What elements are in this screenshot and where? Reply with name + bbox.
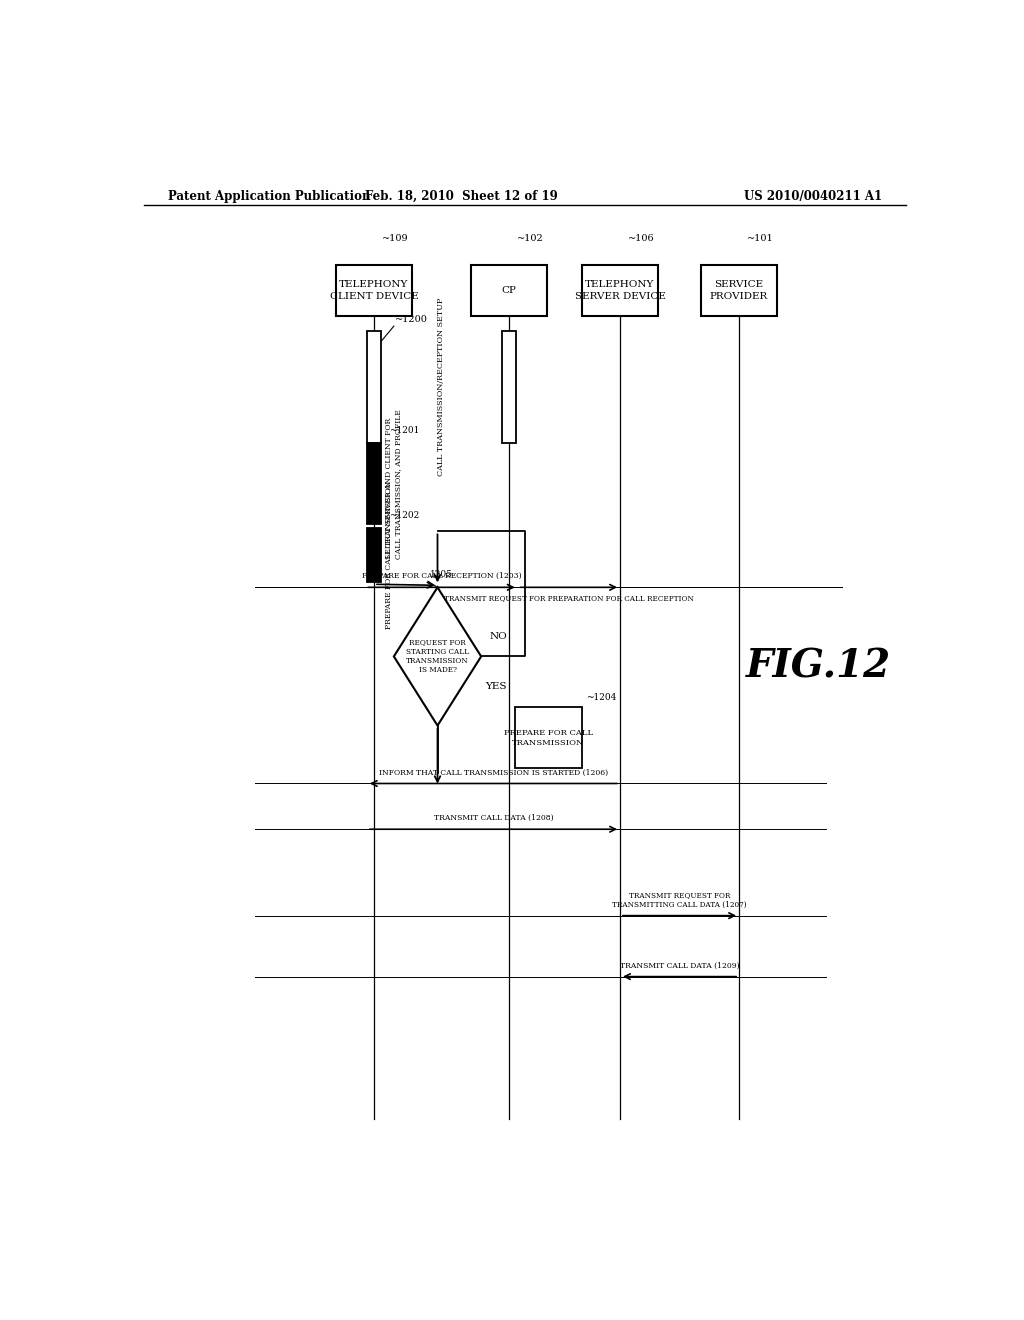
- FancyBboxPatch shape: [701, 265, 777, 315]
- Text: 1205: 1205: [430, 570, 453, 579]
- FancyBboxPatch shape: [583, 265, 657, 315]
- Text: FIG.12: FIG.12: [745, 648, 891, 685]
- Text: SERVICE
PROVIDER: SERVICE PROVIDER: [710, 280, 768, 301]
- Text: PREPARE FOR CALL TRANSMISSION: PREPARE FOR CALL TRANSMISSION: [385, 480, 393, 630]
- Text: PREPARE FOR CALL
TRANSMISSION: PREPARE FOR CALL TRANSMISSION: [504, 729, 593, 747]
- Text: ~109: ~109: [382, 234, 409, 243]
- Text: ~101: ~101: [748, 234, 774, 243]
- Text: TRANSMIT REQUEST FOR
TRANSMITTING CALL DATA (1207): TRANSMIT REQUEST FOR TRANSMITTING CALL D…: [612, 891, 746, 908]
- Text: YES: YES: [485, 682, 507, 692]
- Polygon shape: [394, 587, 481, 726]
- Text: CALL TRANSMISSION/RECEPTION SETUP: CALL TRANSMISSION/RECEPTION SETUP: [437, 298, 445, 477]
- Text: NO: NO: [489, 631, 507, 640]
- Text: ~1201: ~1201: [389, 426, 420, 434]
- Text: REQUEST FOR
STARTING CALL
TRANSMISSION
IS MADE?: REQUEST FOR STARTING CALL TRANSMISSION I…: [406, 639, 469, 675]
- FancyBboxPatch shape: [471, 265, 547, 315]
- Text: CP: CP: [502, 286, 516, 296]
- Text: SELECT SERVER AND CLIENT FOR
CALL TRANSMISSION, AND PROFILE: SELECT SERVER AND CLIENT FOR CALL TRANSM…: [385, 409, 402, 558]
- FancyBboxPatch shape: [515, 708, 583, 768]
- Text: TRANSMIT CALL DATA (1209): TRANSMIT CALL DATA (1209): [620, 961, 739, 969]
- FancyBboxPatch shape: [502, 331, 516, 444]
- Text: ~1202: ~1202: [389, 511, 420, 520]
- FancyBboxPatch shape: [336, 265, 412, 315]
- Text: TELEPHONY
CLIENT DEVICE: TELEPHONY CLIENT DEVICE: [330, 280, 419, 301]
- Text: TRANSMIT CALL DATA (1208): TRANSMIT CALL DATA (1208): [433, 814, 553, 822]
- Text: TRANSMIT REQUEST FOR PREPARATION FOR CALL RECEPTION: TRANSMIT REQUEST FOR PREPARATION FOR CAL…: [444, 594, 693, 602]
- Text: INFORM THAT CALL TRANSMISSION IS STARTED (1206): INFORM THAT CALL TRANSMISSION IS STARTED…: [379, 768, 608, 776]
- FancyBboxPatch shape: [367, 331, 381, 444]
- Text: PREPARE FOR CALL RECEPTION (1203): PREPARE FOR CALL RECEPTION (1203): [361, 572, 521, 581]
- Text: ~1204: ~1204: [587, 693, 616, 702]
- FancyBboxPatch shape: [367, 528, 381, 582]
- Text: US 2010/0040211 A1: US 2010/0040211 A1: [743, 190, 882, 202]
- Text: ~106: ~106: [628, 234, 654, 243]
- Text: TELEPHONY
SERVER DEVICE: TELEPHONY SERVER DEVICE: [574, 280, 666, 301]
- Text: ~1200: ~1200: [395, 315, 428, 325]
- FancyBboxPatch shape: [367, 444, 381, 524]
- Text: Feb. 18, 2010  Sheet 12 of 19: Feb. 18, 2010 Sheet 12 of 19: [365, 190, 558, 202]
- Text: Patent Application Publication: Patent Application Publication: [168, 190, 371, 202]
- Text: ~102: ~102: [517, 234, 544, 243]
